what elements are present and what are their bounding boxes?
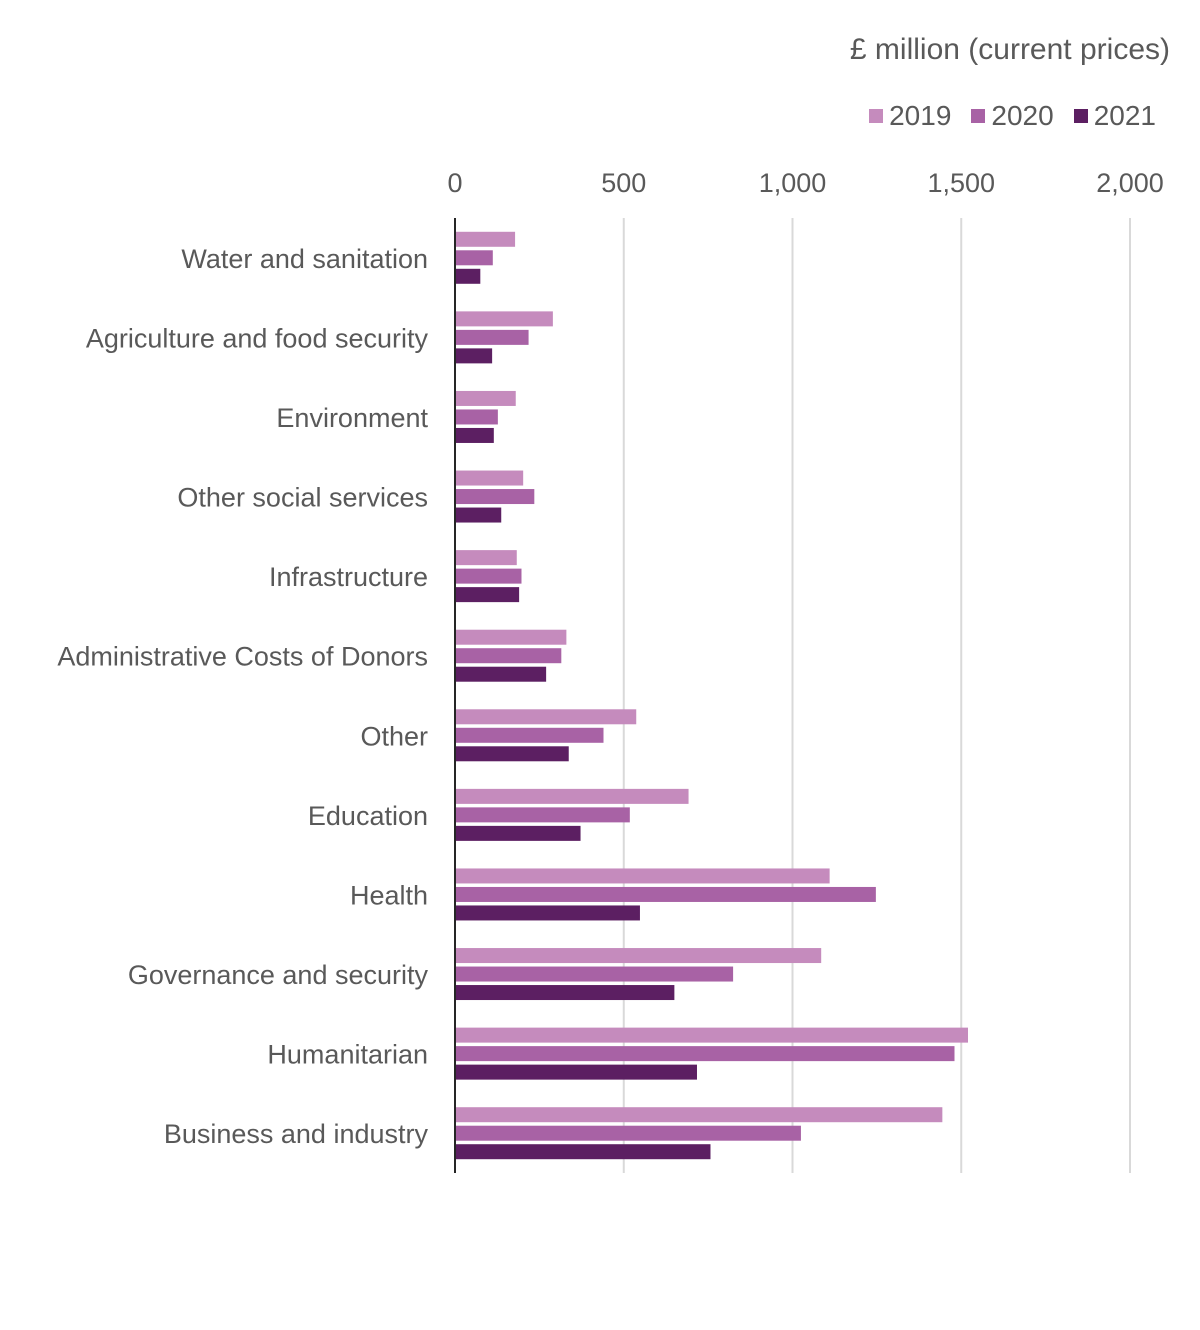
unit-label: £ million (current prices) [849,33,1170,66]
bar-2020 [456,568,522,584]
bar-2020 [456,727,604,743]
legend-item-2021: 2021 [1073,100,1156,132]
bar-2020 [456,489,535,505]
legend-label-2021: 2021 [1093,100,1156,131]
legend: 2019 2020 2021 [849,100,1156,132]
bar-2021 [456,587,520,603]
x-tick-label: 1,500 [927,168,995,198]
category-label: Business and industry [164,1119,429,1149]
legend-swatch-2021 [1073,109,1088,123]
bar-2020 [456,329,529,345]
bar-2021 [456,348,493,364]
bar-2020 [456,648,562,664]
bar-2020 [456,409,498,425]
category-label: Agriculture and food security [86,323,429,353]
bar-2021 [456,985,675,1001]
bar-2019 [456,550,517,566]
bar-2019 [456,311,553,327]
category-label: Education [308,801,428,831]
bar-2020 [456,966,734,982]
category-label: Other social services [177,483,428,513]
bar-2019 [456,390,516,406]
bar-2019 [456,788,689,804]
x-tick-label: 0 [447,168,462,198]
bar-2020 [456,250,493,266]
bar-2019 [456,868,830,884]
bar-2021 [456,666,547,682]
category-label: Administrative Costs of Donors [57,642,428,672]
bar-2019 [456,1107,943,1123]
bar-2021 [456,746,569,762]
bar-2021 [456,825,581,841]
category-label: Infrastructure [269,562,428,592]
category-label: Environment [276,403,428,433]
bar-2021 [456,507,502,523]
bar-2020 [456,1125,801,1141]
bar-2021 [456,427,494,443]
bar-2020 [456,886,876,902]
category-label: Water and sanitation [181,244,428,274]
category-label: Governance and security [128,960,429,990]
legend-label-2019: 2019 [889,100,952,131]
bar-2019 [456,709,637,725]
bar-2021 [456,1064,697,1080]
bar-2021 [456,1144,711,1160]
legend-label-2020: 2020 [991,100,1054,131]
x-tick-label: 2,000 [1096,168,1164,198]
legend-swatch-2019 [869,109,884,123]
legend-item-2019: 2019 [869,100,951,132]
legend-item-2020: 2020 [971,100,1054,132]
bar-2019 [456,231,516,247]
bar-2021 [456,905,640,921]
category-label: Health [350,880,428,910]
x-tick-label: 500 [601,168,646,198]
bar-2019 [456,1027,968,1043]
bar-2020 [456,1046,955,1062]
x-tick-label: 1,000 [759,168,827,198]
bar-2019 [456,629,567,645]
bar-2021 [456,268,481,284]
category-label: Humanitarian [267,1040,428,1070]
bar-2019 [456,470,524,486]
bar-2019 [456,948,822,964]
category-label: Other [360,721,428,751]
legend-swatch-2020 [971,109,986,123]
bar-2020 [456,807,630,823]
